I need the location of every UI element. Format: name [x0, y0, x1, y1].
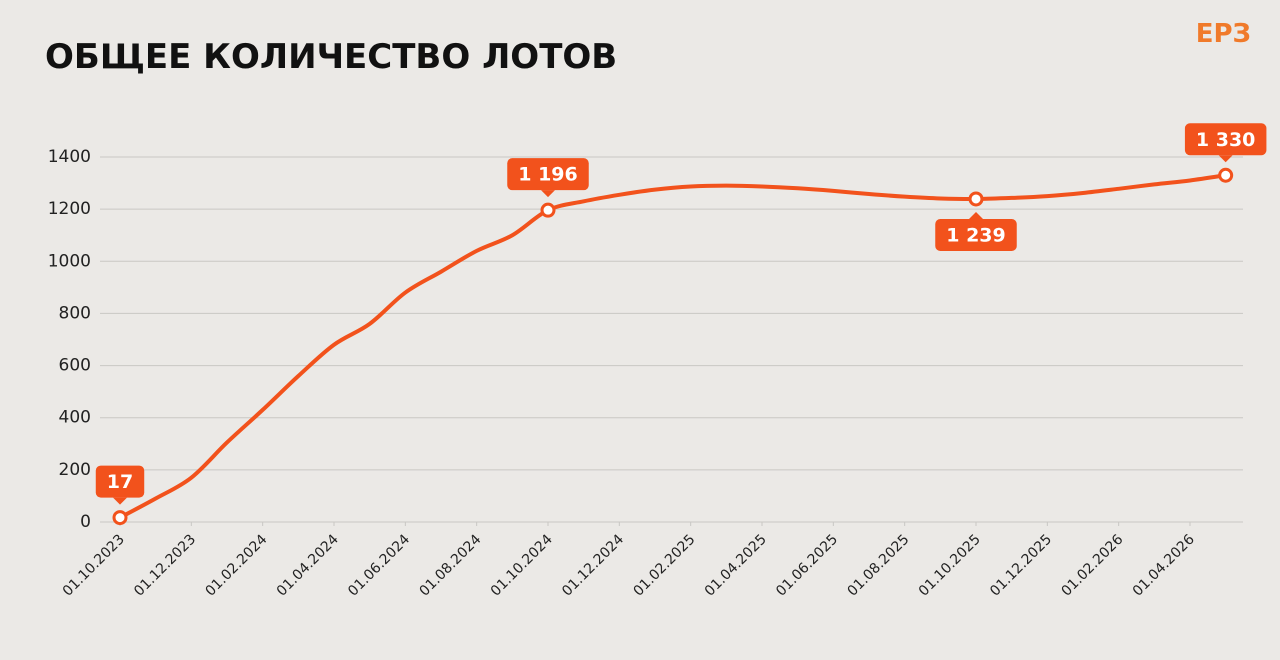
x-tick-label: 01.02.2024 [202, 531, 270, 599]
y-tick-label: 800 [59, 303, 91, 323]
x-tick-label: 01.12.2025 [987, 532, 1055, 600]
value-label-bg [507, 158, 589, 191]
value-label-box: 17 [95, 465, 145, 505]
value-label: 1 239 [946, 224, 1006, 246]
line [119, 173, 1226, 520]
x-tick-label: 01.08.2024 [416, 531, 484, 599]
value-label-pointer [1218, 155, 1233, 163]
x-tick-label: 01.12.2024 [559, 531, 627, 599]
value-label: 1 330 [1196, 129, 1256, 151]
value-label-pointer [969, 211, 983, 219]
value-label-bg [935, 218, 1017, 251]
x-tick-label: 01.02.2026 [1058, 531, 1126, 599]
x-tick-label: 01.04.2024 [274, 531, 342, 599]
value-label: 1 196 [518, 164, 578, 186]
point-marker [968, 191, 984, 207]
x-tick-label: 01.10.2025 [916, 532, 984, 600]
value-label-bg [1184, 123, 1267, 156]
chart-title: ОБЩЕЕ КОЛИЧЕСТВО ЛОТОВ [45, 37, 617, 77]
point-marker [112, 510, 128, 526]
value-label-pointer [541, 190, 555, 198]
x-tick-label: 01.10.2024 [488, 531, 556, 599]
x-tick-label: 01.06.2025 [773, 532, 841, 600]
x-tick-label: 01.02.2025 [630, 532, 698, 600]
point-marker [1218, 167, 1234, 183]
y-tick-label: 0 [80, 512, 91, 532]
value-label: 17 [107, 471, 133, 493]
value-label-pointer [113, 497, 127, 505]
y-tick-label: 1200 [48, 199, 91, 219]
value-label-bg [95, 465, 145, 498]
y-tick-label: 200 [59, 460, 91, 480]
logo: ЕРЗ [1196, 19, 1251, 49]
value-label-box: 1 330 [1184, 123, 1267, 163]
value-label-box: 1 196 [507, 158, 589, 198]
y-tick-label: 1000 [48, 251, 91, 271]
point-marker [540, 202, 556, 218]
x-tick-label: 01.04.2026 [1130, 531, 1198, 599]
y-tick-label: 600 [59, 356, 91, 376]
x-tick-label: 01.12.2023 [131, 532, 199, 600]
x-tick-label: 01.04.2025 [702, 532, 770, 600]
y-tick-label: 1400 [48, 147, 91, 167]
value-label-box: 1 239 [935, 211, 1017, 251]
x-tick-label: 01.08.2025 [844, 532, 912, 600]
y-tick-label: 400 [59, 408, 91, 428]
x-tick-label: 01.06.2024 [345, 531, 413, 599]
x-tick-label: 01.10.2023 [60, 532, 128, 600]
